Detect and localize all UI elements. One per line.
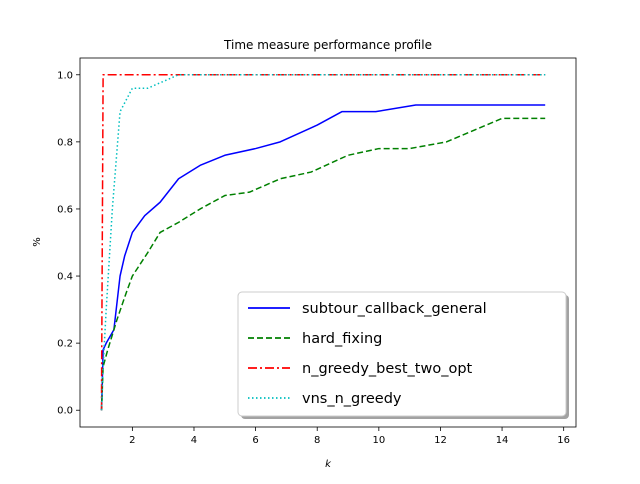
x-tick-label: 14 [496,435,509,446]
y-tick-label: 0.8 [57,137,73,148]
y-axis-label: % [32,237,43,247]
y-tick-label: 0.2 [57,339,73,350]
legend-label: hard_fixing [302,331,382,347]
y-tick-label: 0.0 [57,406,73,417]
y-tick-label: 0.4 [57,272,73,283]
axis-layer: 2 4 6 8 10 12 14 16 0.0 0.2 0.4 0.6 0.8 1.0 [57,70,570,446]
y-tick-label: 0.6 [57,204,73,215]
series-line-subtour-callback-general [100,104,546,411]
legend-box [237,291,567,417]
chart-title: Time measure performance profile [223,38,432,52]
x-tick-label: 10 [372,435,385,446]
x-tick-label: 4 [191,435,197,446]
x-tick-label: 16 [557,435,570,446]
x-tick-label: 6 [252,435,258,446]
series-layer [100,74,546,411]
series-line-vns-n-greedy [100,74,546,411]
x-tick-label: 12 [434,435,447,446]
x-tick-label: 2 [129,435,135,446]
x-tick-label: 8 [314,435,320,446]
legend-label: n_greedy_best_two_opt [302,361,473,377]
legend: subtour_callback_general hard_fixing n_gre… [237,291,569,419]
legend-label: subtour_callback_general [302,301,487,317]
x-axis-label: k [325,459,332,470]
y-tick-label: 1.0 [57,70,73,81]
plot-frame [79,57,577,428]
series-line-hard-fixing [100,117,546,411]
legend-label: vns_n_greedy [302,391,402,407]
